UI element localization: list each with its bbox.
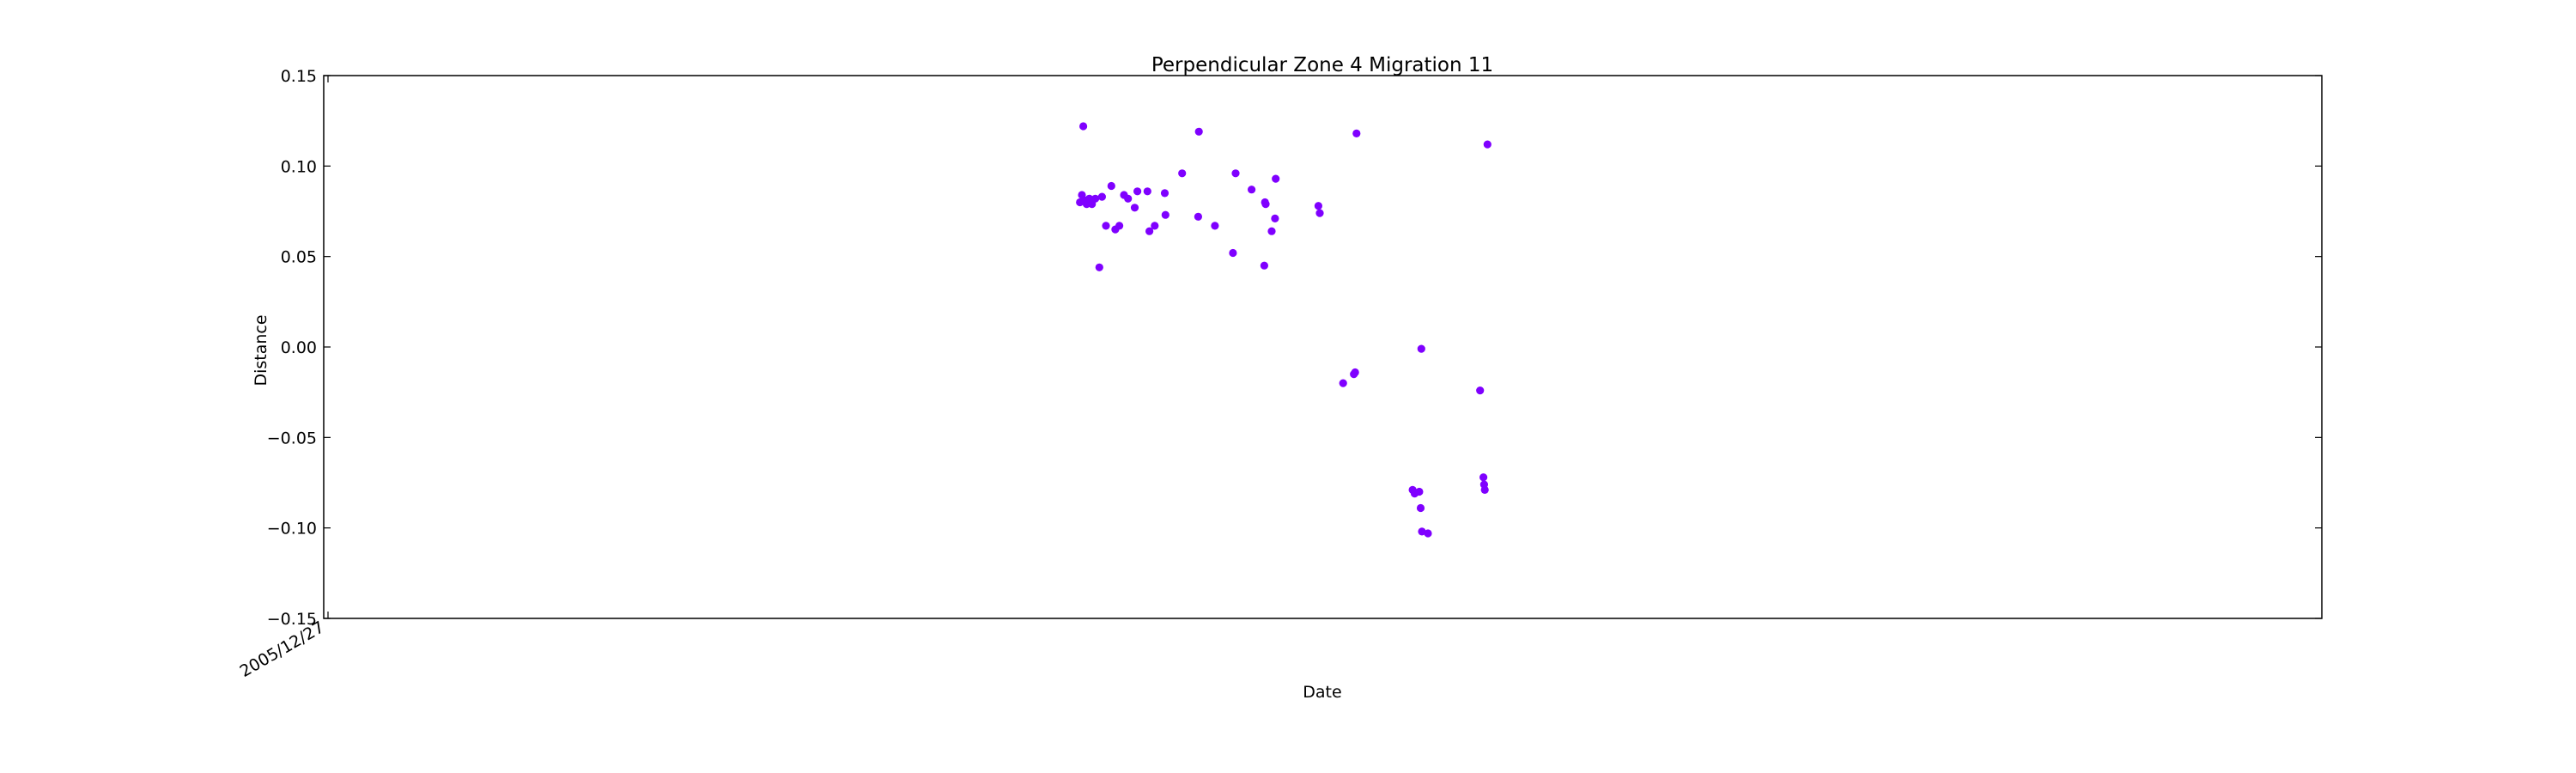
data-point: [1272, 174, 1280, 183]
y-tick-label: 0.05: [281, 248, 317, 267]
data-point: [1115, 222, 1124, 230]
y-tick-label: 0.10: [281, 157, 317, 176]
x-axis-title: Date: [1303, 683, 1341, 702]
data-point: [1095, 263, 1103, 271]
data-point: [1248, 186, 1256, 194]
data-point: [1107, 181, 1115, 191]
data-point: [1091, 194, 1100, 203]
data-point: [1476, 386, 1485, 395]
y-axis-title: Distance: [252, 314, 270, 386]
data-point: [1231, 169, 1240, 178]
data-point: [1097, 192, 1106, 201]
data-points: [1076, 122, 1492, 538]
data-point: [1339, 379, 1347, 387]
y-tick-label: −0.05: [267, 429, 317, 447]
data-point: [1417, 344, 1425, 353]
data-point: [1211, 222, 1219, 230]
data-point: [1418, 527, 1426, 536]
data-point: [1194, 127, 1203, 136]
data-point: [1261, 200, 1270, 209]
data-point: [1160, 189, 1170, 198]
data-point: [1151, 222, 1159, 230]
data-point: [1079, 122, 1088, 131]
data-point: [1314, 202, 1322, 210]
data-point: [1483, 140, 1492, 149]
data-point: [1351, 368, 1359, 377]
data-point: [1480, 485, 1489, 495]
data-point: [1130, 204, 1139, 212]
y-tick-label: 0.15: [281, 67, 317, 86]
data-point: [1479, 473, 1488, 482]
y-tick-label: −0.10: [267, 520, 317, 539]
data-point: [1416, 503, 1425, 513]
data-point: [1161, 210, 1170, 219]
data-point: [1415, 487, 1424, 496]
data-point: [1143, 187, 1151, 196]
data-point: [1315, 209, 1324, 217]
data-point: [1424, 529, 1432, 538]
data-point: [1133, 187, 1142, 196]
data-point: [1102, 222, 1110, 230]
y-tick-label: 0.00: [281, 338, 317, 357]
chart-title: Perpendicular Zone 4 Migration 11: [1151, 54, 1493, 76]
y-tick-label: −0.15: [267, 610, 317, 629]
data-point: [1352, 129, 1361, 137]
data-point: [1145, 227, 1154, 235]
data-point: [1124, 194, 1133, 203]
data-point: [1194, 212, 1202, 221]
data-point: [1260, 261, 1268, 270]
plot-frame: [323, 75, 2323, 619]
data-point: [1271, 214, 1279, 222]
data-point: [1229, 248, 1237, 258]
data-point: [1267, 227, 1276, 235]
data-point: [1178, 169, 1187, 178]
